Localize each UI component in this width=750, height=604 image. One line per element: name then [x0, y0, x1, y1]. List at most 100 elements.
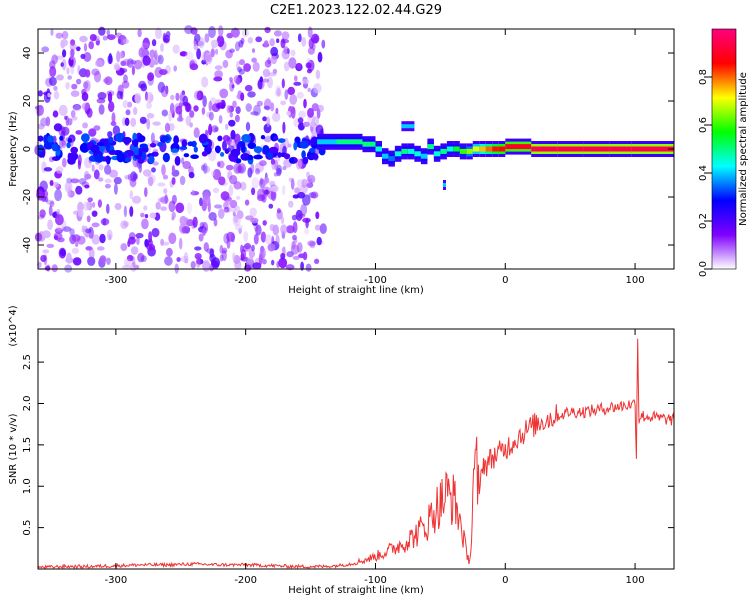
noise-cell: [251, 57, 257, 63]
noise-cell: [191, 189, 195, 196]
noise-cell: [286, 225, 295, 234]
noise-cell: [138, 47, 145, 58]
noise-cell: [104, 76, 113, 86]
noise-cell: [249, 207, 257, 217]
noise-cell: [303, 121, 310, 128]
noise-cell: [70, 110, 76, 118]
noise-cell: [48, 205, 53, 217]
noise-cell: [84, 69, 91, 78]
noise-cell: [175, 92, 180, 101]
noise-cell: [288, 200, 294, 208]
noise-cell: [209, 111, 214, 121]
noise-cell: [161, 241, 170, 246]
noise-cell: [292, 234, 297, 241]
noise-cell: [90, 144, 100, 153]
noise-cell: [231, 84, 235, 89]
noise-cell: [130, 59, 137, 65]
noise-cell: [223, 206, 229, 213]
x-tick-label: -200: [234, 575, 257, 586]
noise-cell: [124, 117, 130, 127]
noise-cell: [189, 63, 199, 71]
noise-cell: [194, 33, 201, 42]
noise-cell: [235, 165, 244, 174]
noise-cell: [179, 51, 188, 57]
noise-cell: [144, 214, 149, 219]
noise-cell: [265, 135, 272, 143]
noise-cell: [218, 208, 225, 220]
noise-cell: [219, 254, 224, 262]
noise-cell: [39, 180, 48, 192]
noise-cell: [114, 202, 122, 211]
noise-cell: [129, 177, 137, 188]
noise-cell: [239, 181, 247, 191]
noise-cell: [251, 244, 255, 252]
noise-cell: [67, 156, 76, 165]
track-core: [349, 139, 363, 145]
noise-cell: [255, 36, 263, 43]
noise-cell: [315, 211, 320, 220]
noise-cell: [62, 226, 72, 232]
noise-cell: [124, 174, 130, 180]
noise-cell: [181, 226, 189, 234]
noise-cell: [142, 55, 151, 66]
noise-cell: [54, 189, 62, 202]
noise-cell: [178, 237, 183, 250]
noise-cell: [188, 171, 195, 179]
noise-cell: [127, 101, 133, 108]
noise-cell: [93, 125, 101, 131]
colorbar-gradient: [712, 29, 736, 269]
noise-cell: [316, 104, 324, 113]
track-core: [466, 148, 473, 154]
noise-cell: [233, 181, 242, 190]
noise-cell: [106, 157, 111, 165]
noise-cell: [122, 136, 132, 144]
noise-cell: [206, 248, 215, 254]
noise-cell: [262, 186, 271, 195]
x-tick-label: 0: [502, 275, 508, 286]
noise-cell: [107, 54, 113, 65]
noise-cell: [245, 121, 251, 132]
noise-cell: [262, 78, 270, 83]
noise-cell: [270, 158, 276, 165]
noise-cell: [98, 104, 105, 115]
noise-cell: [39, 209, 46, 218]
noise-cell: [106, 29, 111, 37]
noise-cell: [66, 67, 70, 75]
noise-cell: [272, 224, 279, 236]
noise-cell: [104, 178, 112, 184]
noise-cell: [99, 255, 107, 264]
colorbar: 0.0 0.2 0.4 0.6 0.8 Normalized spectral ampl…: [698, 28, 749, 277]
noise-cell: [240, 153, 251, 161]
noise-cell: [88, 41, 94, 50]
noise-cell: [234, 205, 240, 213]
colorbar-tick-label: 0.0: [698, 261, 709, 277]
noise-cell: [113, 176, 122, 185]
noise-cell: [102, 217, 107, 226]
noise-cell: [310, 191, 319, 199]
noise-cell: [71, 83, 78, 90]
noise-cell: [91, 68, 100, 76]
noise-cell: [253, 154, 263, 160]
noise-cell: [160, 43, 164, 53]
noise-cell: [40, 254, 47, 263]
noise-cell: [67, 75, 72, 80]
noise-cell: [229, 199, 238, 209]
noise-cell: [314, 258, 320, 264]
noise-cell: [272, 68, 278, 74]
noise-cell: [170, 148, 179, 153]
noise-cell: [136, 236, 140, 246]
noise-cell: [179, 215, 187, 226]
noise-cell: [53, 85, 58, 91]
noise-cell: [142, 37, 150, 50]
noise-cell: [235, 61, 240, 70]
noise-cell: [83, 52, 92, 62]
noise-cell: [302, 251, 308, 261]
noise-cell: [192, 216, 198, 228]
y-tick-label: 1.0: [22, 478, 33, 494]
noise-cell: [246, 256, 254, 264]
noise-cell: [281, 31, 290, 40]
noise-cell: [157, 142, 164, 147]
noise-cell: [164, 256, 173, 266]
noise-cell: [56, 74, 64, 81]
noise-cell: [48, 76, 57, 86]
